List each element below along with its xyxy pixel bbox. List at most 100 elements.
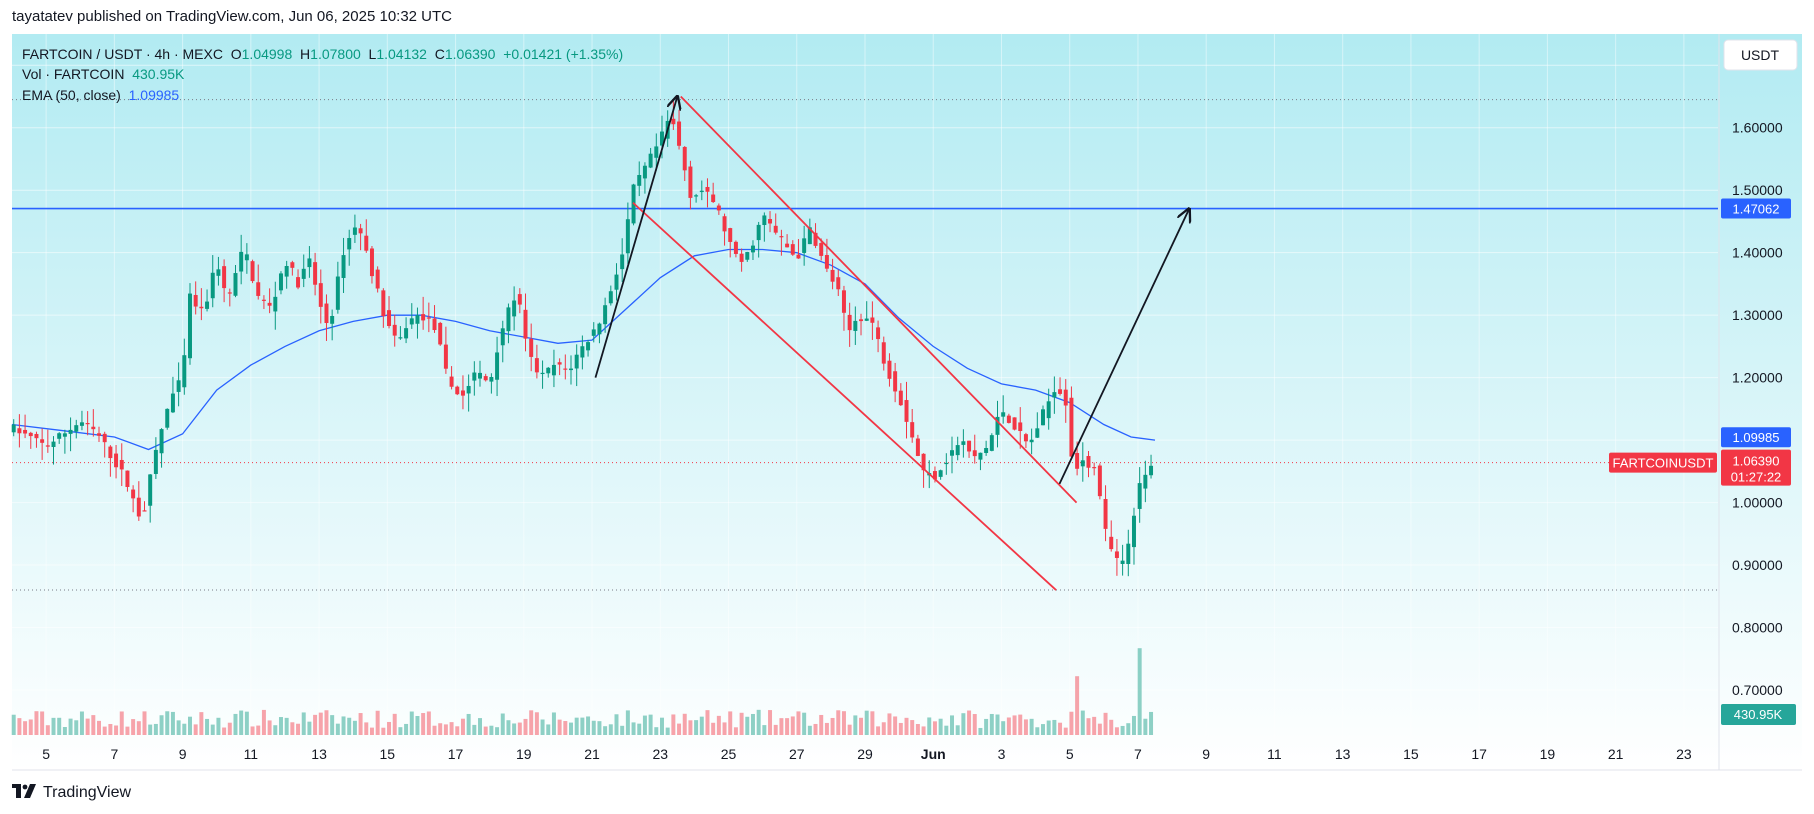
candle-body	[1029, 439, 1034, 443]
ema-label[interactable]: EMA (50, close)	[22, 87, 121, 103]
volume-bar	[802, 712, 807, 735]
candle-body	[102, 433, 107, 443]
candle-body	[478, 372, 483, 379]
candle-body	[972, 450, 977, 457]
tradingview-logo[interactable]: TradingView	[12, 783, 131, 803]
candle-body	[563, 368, 568, 370]
close-label: C	[434, 46, 445, 62]
candle-body	[1097, 465, 1102, 497]
x-tick-label: 21	[584, 746, 600, 762]
volume-bar	[671, 714, 676, 735]
candle-body	[722, 216, 727, 232]
volume-bar	[45, 725, 50, 735]
x-tick-label: 17	[448, 746, 464, 762]
candle-body	[836, 277, 841, 290]
candle-body	[176, 380, 181, 392]
candle-body	[375, 269, 380, 289]
volume-bar	[574, 717, 579, 735]
volume-bar	[478, 718, 483, 735]
volume-bar	[1086, 718, 1091, 735]
volume-bar	[387, 721, 392, 735]
volume-bar	[256, 725, 261, 735]
volume-bar	[51, 717, 56, 735]
volume-label[interactable]: Vol · FARTCOIN	[22, 66, 125, 82]
volume-bar	[466, 713, 471, 735]
volume-bar	[853, 715, 858, 735]
candle-body	[364, 235, 369, 251]
candle-body	[1137, 483, 1142, 509]
candle-body	[915, 438, 920, 456]
candle-body	[381, 290, 386, 317]
candle-body	[1046, 401, 1051, 419]
x-tick-label: 23	[652, 746, 668, 762]
volume-bar	[614, 714, 619, 735]
volume-bar	[335, 723, 340, 735]
candle-body	[443, 344, 448, 369]
volume-bar	[1052, 719, 1057, 735]
candle-body	[768, 218, 773, 224]
volume-bar	[119, 711, 124, 735]
candle-body	[1086, 456, 1091, 468]
volume-bar	[1058, 722, 1063, 735]
volume-bar	[529, 710, 534, 735]
volume-bar	[267, 720, 272, 735]
volume-bar	[239, 710, 244, 735]
volume-bar	[904, 717, 909, 735]
candle-body	[921, 453, 926, 471]
candle-body	[904, 400, 909, 422]
candle-body	[546, 367, 551, 374]
candle-body	[284, 265, 289, 277]
candle-body	[296, 277, 301, 288]
volume-bar	[1012, 715, 1017, 735]
volume-bar	[864, 710, 869, 735]
candle-body	[659, 131, 664, 146]
y-tick-label: 0.80000	[1732, 620, 1783, 636]
volume-bar	[40, 711, 45, 735]
symbol-name[interactable]: FARTCOIN / USDT · 4h · MEXC	[22, 46, 223, 62]
volume-bar	[750, 713, 755, 735]
volume-bar	[625, 710, 630, 735]
volume-bar	[597, 721, 602, 735]
candle-body	[341, 255, 346, 278]
volume-price-label-bg	[1721, 704, 1796, 725]
volume-bar	[591, 720, 596, 735]
candle-body	[887, 360, 892, 379]
volume-bar	[489, 725, 494, 735]
candle-body	[847, 314, 852, 331]
low-value: 1.04132	[376, 46, 427, 62]
candle-body	[654, 146, 659, 158]
candle-body	[1023, 434, 1028, 442]
volume-bar	[688, 720, 693, 735]
y-tick-label: 1.60000	[1732, 120, 1783, 136]
currency-button[interactable]: USDT	[1723, 39, 1798, 71]
volume-bar	[523, 718, 528, 735]
volume-bar	[620, 725, 625, 735]
candle-body	[1018, 422, 1023, 432]
candle-body	[574, 354, 579, 369]
volume-bar	[989, 713, 994, 735]
volume-bar	[870, 711, 875, 735]
volume-bar	[193, 724, 198, 735]
candle-body	[569, 368, 573, 371]
volume-bar	[398, 727, 403, 735]
low-label: L	[368, 46, 377, 62]
volume-info-line: Vol · FARTCOIN 430.95K	[22, 66, 184, 82]
volume-bar	[830, 717, 835, 735]
candle-body	[978, 452, 983, 460]
candle-body	[426, 317, 431, 319]
candle-body	[119, 459, 124, 470]
volume-bar	[1143, 718, 1148, 735]
candle-body	[625, 219, 630, 254]
candle-body	[301, 268, 306, 279]
countdown-label: 01:27:22	[1731, 470, 1782, 485]
volume-bar	[603, 726, 608, 735]
candle-body	[830, 269, 835, 282]
candle-body	[51, 441, 56, 448]
ema-line	[11, 248, 1156, 451]
candle-body	[438, 322, 443, 345]
volume-bar	[1126, 723, 1131, 735]
candle-body	[910, 422, 915, 438]
x-tick-label: 9	[1202, 746, 1210, 762]
candle-body	[637, 175, 642, 186]
